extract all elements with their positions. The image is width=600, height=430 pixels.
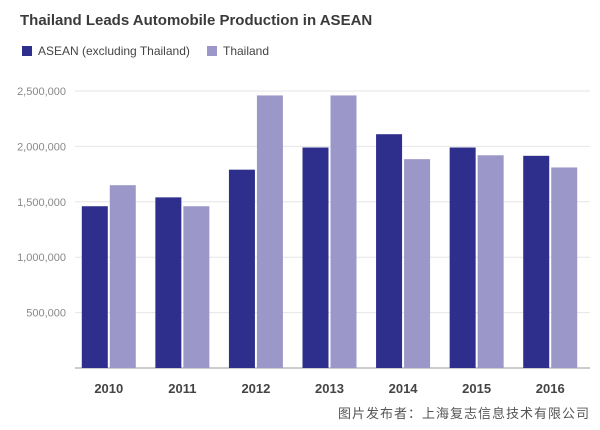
bar-asean-2012 [228,169,255,368]
y-tick-label: 2,000,000 [17,141,66,153]
bar-asean-2016 [523,155,550,368]
bar-thailand-2013 [330,95,357,368]
bar-asean-2011 [155,197,182,368]
legend-swatch-asean [22,46,32,56]
bar-asean-2014 [376,134,403,368]
bar-asean-2013 [302,147,329,368]
y-tick-label: 500,000 [26,308,66,320]
bar-thailand-2014 [404,159,431,368]
x-tick-label: 2010 [94,381,123,396]
x-tick-label: 2012 [241,381,270,396]
y-tick-label: 1,500,000 [17,197,66,209]
x-tick-label: 2011 [168,381,196,396]
bar-thailand-2016 [551,167,578,368]
bar-thailand-2012 [256,95,283,368]
bar-thailand-2011 [183,206,210,368]
legend-swatch-thailand [207,46,217,56]
x-tick-label: 2016 [536,381,565,396]
legend-label-asean: ASEAN (excluding Thailand) [38,44,190,58]
legend-label-thailand: Thailand [223,44,270,58]
y-tick-label: 1,000,000 [17,252,66,264]
publisher-credit: 图片发布者：上海复志信息技术有限公司 [337,406,590,421]
y-tick-label: 2,500,000 [17,86,66,98]
bar-thailand-2015 [477,155,504,368]
bar-asean-2010 [81,206,108,368]
bar-thailand-2010 [109,185,136,368]
x-tick-label: 2015 [462,381,491,396]
x-tick-label: 2014 [389,381,419,396]
bar-asean-2015 [449,147,476,368]
x-tick-label: 2013 [315,381,344,396]
chart-title: Thailand Leads Automobile Production in … [20,12,373,29]
